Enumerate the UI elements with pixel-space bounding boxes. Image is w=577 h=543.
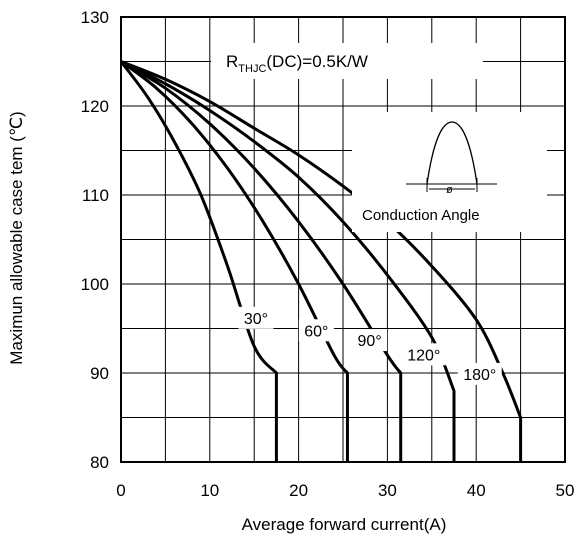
x-tick-label: 20: [289, 481, 308, 500]
curve-label-bg: [457, 362, 502, 385]
x-tick-label: 40: [467, 481, 486, 500]
series-curve: [119, 60, 278, 462]
series-curve: [120, 60, 349, 462]
curve-label-bg: [352, 329, 388, 352]
x-tick-label: 0: [116, 481, 125, 500]
x-tick-label: 30: [378, 481, 397, 500]
y-tick-label: 130: [81, 8, 109, 27]
sine-half-wave: [426, 121, 478, 185]
y-tick-label: 120: [81, 97, 109, 116]
y-axis-title: Maximun allowable case tem (℃): [7, 111, 26, 364]
curve-labels: 30° 60° 90° 120° 180°: [238, 306, 502, 385]
x-tick-label: 10: [200, 481, 219, 500]
annotation-subscript: THJC: [238, 63, 266, 75]
x-tick-label: 50: [556, 481, 575, 500]
tick-labels: 0 10 20 30 40 50 80 90 100 110 120 130: [81, 8, 575, 500]
curve-label: 30°: [244, 311, 268, 328]
rthjc-annotation: RTHJC(DC)=0.5K/W: [226, 52, 368, 75]
x-axis-title: Average forward current(A): [242, 515, 447, 534]
series-curve: [120, 60, 523, 462]
conduction-angle-inset: ø Conduction Angle: [362, 121, 497, 224]
phi-symbol: ø: [446, 184, 453, 196]
series-curve: [120, 60, 403, 462]
curve-label-bg: [238, 306, 274, 329]
y-tick-label: 110: [82, 186, 109, 205]
conduction-angle-label: Conduction Angle: [362, 207, 480, 224]
annotation-prefix: R: [226, 52, 238, 71]
curve-label: 60°: [304, 323, 328, 340]
curve-label: 120°: [407, 347, 440, 364]
y-tick-label: 80: [90, 453, 109, 472]
annotation-suffix: (DC)=0.5K/W: [266, 52, 368, 71]
y-tick-label: 100: [81, 275, 109, 294]
curve-label: 90°: [358, 333, 382, 350]
y-tick-label: 90: [90, 364, 109, 383]
inset-background: [352, 112, 547, 232]
curve-label-bg: [298, 319, 334, 342]
series-curve: [120, 60, 456, 462]
curve-label-bg: [401, 343, 446, 366]
annotation-box: [211, 43, 483, 79]
curve-label: 180°: [463, 367, 496, 384]
series-layer: [119, 60, 523, 462]
plot-frame: [120, 16, 566, 463]
